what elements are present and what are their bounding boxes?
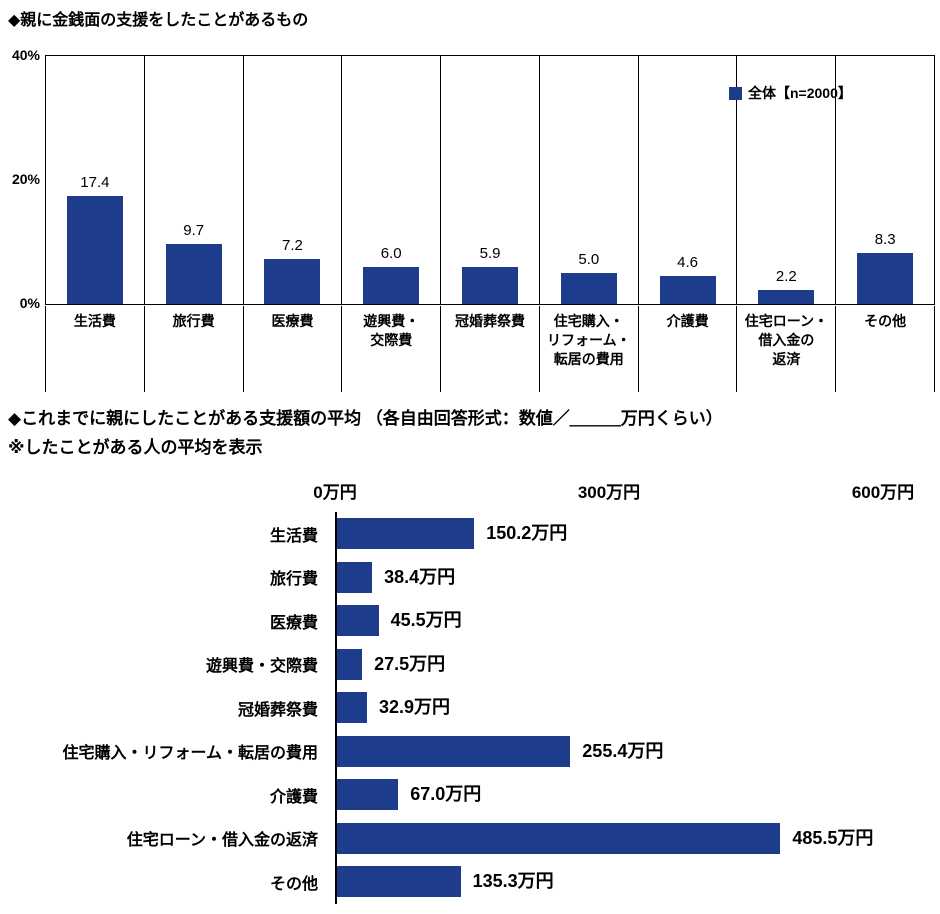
category-label: 住宅ローン・借入金の返済 — [126, 832, 318, 850]
bar-value-label: 4.6 — [677, 253, 698, 271]
category-label: 冠婚葬祭費 — [237, 701, 318, 719]
chart1-plot-area: 17.4 9.7 7.2 6.0 5.9 5.0 4.6 2.2 8.3 全体【n=2000】 — [45, 55, 935, 305]
category-label: その他 — [269, 875, 318, 893]
bar — [264, 259, 321, 304]
bar-row: 27.5万円 — [337, 643, 940, 687]
bar-value-label: 67.0万円 — [410, 784, 482, 804]
x-axis-category-label: 住宅購入・ リフォーム・ 転居の費用 — [540, 306, 639, 392]
bar-value-label: 8.3 — [874, 230, 896, 248]
category-column: 5.9 — [441, 56, 540, 304]
category-label: 住宅購入・リフォーム・転居の費用 — [62, 745, 318, 763]
bar-value-label: 9.7 — [183, 221, 205, 239]
x-axis-category-label: その他 — [836, 306, 936, 392]
bar-value-label: 32.9万円 — [379, 697, 451, 717]
bar — [337, 561, 373, 593]
chart2-subtitle: ※したことがある人の平均を表示 — [8, 438, 263, 457]
x-axis-tick-label: 300万円 — [577, 483, 641, 502]
x-axis-category-label: 医療費 — [244, 306, 343, 392]
category-column: 5.0 — [540, 56, 639, 304]
bar-row: 150.2万円 — [337, 512, 940, 556]
bar — [337, 605, 379, 636]
legend-swatch-icon — [729, 86, 742, 100]
category-column: 7.2 — [244, 56, 343, 304]
category-column: 2.2 — [737, 56, 837, 304]
bar — [560, 273, 617, 304]
bar — [337, 648, 363, 680]
x-axis-category-label: 冠婚葬祭費 — [441, 306, 540, 392]
bar-value-label: 2.2 — [775, 268, 797, 286]
bar-row: 135.3万円 — [337, 860, 940, 904]
category-column: 9.7 — [145, 56, 244, 304]
bar — [337, 735, 571, 767]
bar-value-label: 5.9 — [479, 245, 501, 263]
category-label: 旅行費 — [269, 571, 318, 589]
bar-value-label: 485.5万円 — [792, 827, 874, 848]
x-axis-category-label: 介護費 — [639, 306, 738, 392]
x-axis-tick-label: 0万円 — [313, 483, 357, 502]
bar-value-label: 255.4万円 — [582, 740, 664, 761]
y-axis-tick-label: 40% — [11, 47, 40, 63]
bar — [462, 267, 519, 304]
bar — [363, 266, 420, 304]
chart2-x-axis: 0万円 300万円 600万円 — [313, 478, 914, 502]
category-column: 17.4 — [46, 56, 145, 304]
bar — [857, 252, 914, 304]
chart1-legend: 全体【n=2000】 — [729, 83, 852, 103]
bar-value-label: 45.5万円 — [390, 610, 462, 630]
bar-row: 67.0万円 — [337, 773, 940, 817]
category-column: 4.6 — [639, 56, 738, 304]
chart2-title: ◆これまでに親にしたことがある支援額の平均 （各自由回答形式：数値／＿＿＿万円く… — [8, 409, 723, 428]
category-label: 生活費 — [269, 527, 318, 545]
bar — [337, 779, 399, 810]
x-axis-category-label: 住宅ローン・ 借入金の 返済 — [737, 306, 837, 392]
bar — [659, 275, 716, 304]
bar — [66, 196, 123, 304]
bar-row: 38.4万円 — [337, 556, 940, 600]
bar — [337, 866, 461, 897]
x-axis-category-label: 旅行費 — [145, 306, 244, 392]
bar — [165, 243, 222, 304]
category-column: 8.3 — [836, 56, 934, 304]
bar — [337, 822, 781, 854]
legend-label: 全体【n=2000】 — [748, 85, 852, 101]
bar-value-label: 150.2万円 — [486, 523, 568, 543]
x-axis-category-label: 生活費 — [46, 306, 145, 392]
bar-value-label: 135.3万円 — [472, 871, 554, 891]
bar — [758, 290, 815, 304]
bar-value-label: 7.2 — [282, 237, 303, 255]
x-axis-category-label: 遊興費・ 交際費 — [342, 306, 442, 392]
chart2-category-labels: 生活費旅行費医療費遊興費・交際費冠婚葬祭費住宅購入・リフォーム・転居の費用介護費… — [0, 512, 327, 904]
bar-row: 45.5万円 — [337, 599, 940, 643]
category-column: 6.0 — [342, 56, 442, 304]
bar-value-label: 5.0 — [578, 251, 600, 268]
bar-value-label: 6.0 — [380, 244, 402, 262]
bar — [337, 692, 367, 723]
y-axis-tick-label: 0% — [19, 295, 40, 311]
bar-row: 485.5万円 — [337, 817, 940, 861]
y-axis-tick-label: 20% — [11, 171, 40, 187]
bar — [337, 518, 475, 549]
chart1-columns: 17.4 9.7 7.2 6.0 5.9 5.0 4.6 2.2 8.3 — [46, 56, 934, 304]
x-axis-tick-label: 600万円 — [851, 483, 915, 502]
bar-value-label: 38.4万円 — [384, 566, 456, 587]
category-label: 医療費 — [269, 614, 318, 632]
bar-value-label: 27.5万円 — [374, 653, 446, 674]
bar-value-label: 17.4 — [80, 174, 110, 192]
chart1-x-axis-labels: 生活費 旅行費 医療費 遊興費・ 交際費 冠婚葬祭費 住宅購入・ リフォーム・ 転居の費用… — [45, 306, 936, 392]
bar-row: 32.9万円 — [337, 686, 940, 730]
category-label: 遊興費・交際費 — [205, 658, 318, 676]
bar-row: 255.4万円 — [337, 730, 940, 774]
category-label: 介護費 — [269, 788, 318, 806]
chart1-title: ◆親に金銭面の支援をしたことがあるもの — [8, 12, 309, 29]
chart2-plot-area: 150.2万円 38.4万円 45.5万円 27.5万円 32.9万円 255.4万円 67… — [335, 512, 940, 904]
